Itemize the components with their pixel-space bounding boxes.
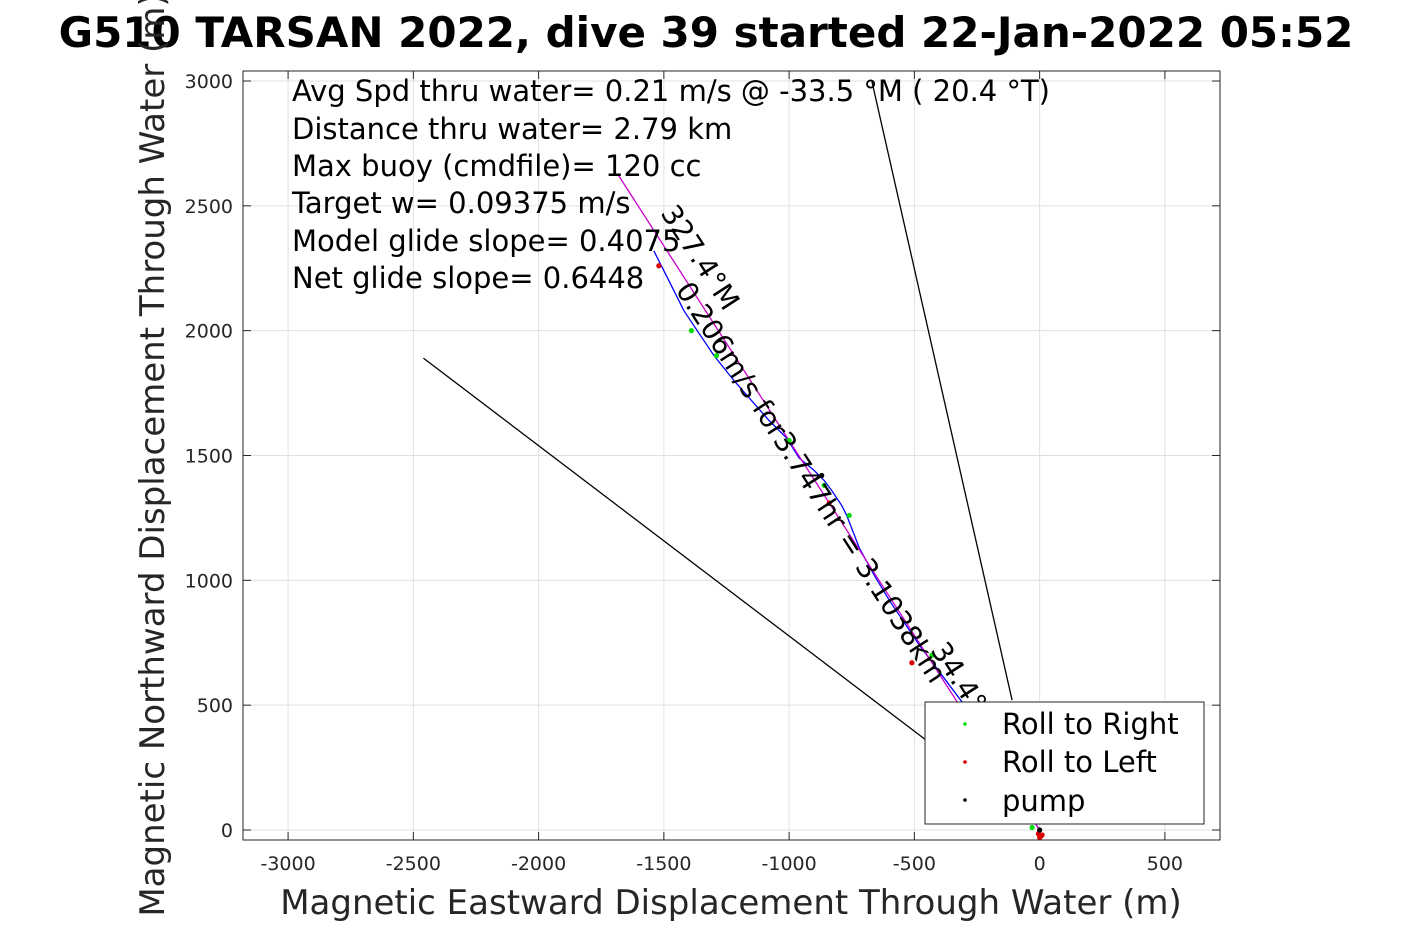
legend-box — [924, 701, 1205, 825]
grid — [243, 71, 1220, 840]
y-tick-label: 1500 — [185, 446, 233, 468]
axis-ticks: -3000 -2500 -2000 -1500 -1000 -500 0 500 0 500 100… — [185, 71, 1220, 875]
legend-label-pump: pump — [1002, 784, 1085, 818]
annotation-avg-speed: Avg Spd thru water= 0.21 m/s @ -33.5 °M … — [292, 74, 1050, 108]
x-tick-label: 0 — [1034, 853, 1046, 875]
annotation-max-buoy: Max buoy (cmdfile)= 120 cc — [292, 149, 701, 183]
plot-frame — [242, 70, 1221, 841]
pump-point — [1037, 827, 1043, 833]
speed-distance-label: 0.206m/s for3.747hr = 3.1038km — [669, 276, 953, 689]
rotated-labels: 327.4°M 0.206m/s for3.747hr = 3.1038km 3… — [654, 199, 1006, 738]
legend: Roll to Right Roll to Left pump — [924, 701, 1205, 825]
roll-to-right-point — [846, 512, 852, 519]
y-tick-label: 2500 — [185, 196, 233, 218]
legend-marker-roll-left — [963, 760, 967, 764]
x-tick-label: 500 — [1147, 853, 1183, 875]
roll-to-right-point — [1029, 824, 1035, 831]
legend-label-roll-left: Roll to Left — [1002, 745, 1157, 779]
x-tick-label: -1500 — [636, 853, 691, 875]
chart-title: G510 TARSAN 2022, dive 39 started 22-Jan… — [59, 8, 1354, 57]
x-tick-label: -2000 — [511, 853, 566, 875]
x-tick-label: -1000 — [762, 853, 817, 875]
legend-label-roll-right: Roll to Right — [1002, 707, 1179, 741]
y-tick-label: 3000 — [185, 71, 233, 93]
x-tick-label: -500 — [893, 853, 936, 875]
y-tick-label: 500 — [197, 695, 233, 717]
y-tick-label: 0 — [221, 820, 233, 842]
roll-to-left-point — [826, 500, 832, 506]
roll-to-right-point — [688, 328, 695, 334]
x-tick-label: -3000 — [260, 853, 315, 875]
y-tick-label: 2000 — [185, 321, 233, 343]
stats-annotations: Avg Spd thru water= 0.21 m/s @ -33.5 °M … — [291, 74, 1050, 295]
annotation-model-glide: Model glide slope= 0.4075 — [292, 224, 680, 258]
legend-marker-pump — [963, 798, 967, 802]
heading-line-line — [871, 80, 1013, 701]
roll-to-right-point — [786, 437, 792, 444]
roll-to-left-point — [656, 263, 662, 269]
annotation-target-w: Target w= 0.09375 m/s — [291, 186, 630, 220]
roll-to-left-point — [1038, 833, 1044, 839]
roll-to-right-point — [821, 482, 827, 489]
pump-point — [819, 472, 825, 479]
y-tick-label: 1000 — [185, 570, 233, 592]
annotation-net-glide: Net glide slope= 0.6448 — [292, 261, 644, 295]
roll-to-right-point — [713, 353, 720, 359]
x-tick-label: -2500 — [386, 853, 441, 875]
roll-to-right-point — [929, 652, 935, 658]
roll-to-left-point — [909, 660, 915, 666]
x-axis-label: Magnetic Eastward Displacement Through W… — [280, 883, 1182, 923]
annotation-distance: Distance thru water= 2.79 km — [292, 112, 732, 146]
y-axis-label: Magnetic Northward Displacement Through … — [133, 0, 173, 917]
legend-marker-roll-right — [963, 722, 967, 726]
heading-line-line — [423, 357, 930, 744]
